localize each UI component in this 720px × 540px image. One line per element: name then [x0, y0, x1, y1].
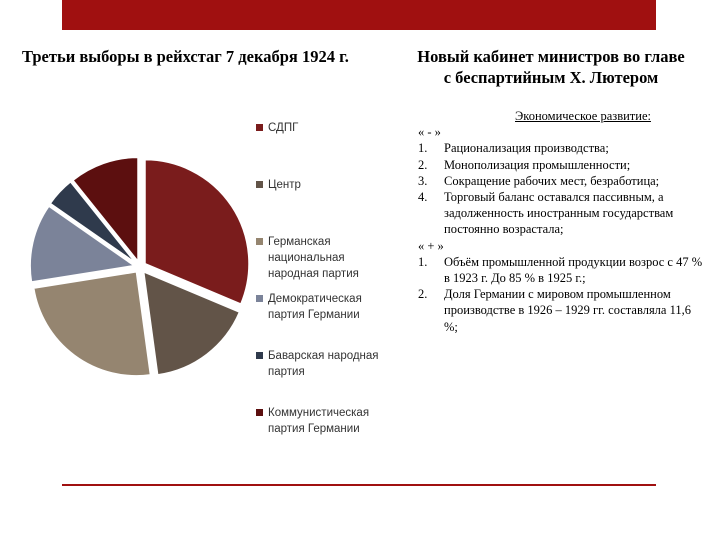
- econ-plus-item: 1. Объём промышленной продукции возрос с …: [418, 254, 708, 286]
- pie-slice-spd: [144, 158, 250, 306]
- pie-slice-bvp: [49, 180, 137, 264]
- legend-item-dnvp: Германская национальная народная партия: [256, 234, 396, 282]
- page-title-left: Третьи выборы в рейхстаг 7 декабря 1924 …: [22, 47, 349, 66]
- econ-item-text: Объём промышленной продукции возрос с 47…: [444, 254, 703, 286]
- legend-label: Баварская народная партия: [268, 350, 379, 378]
- election-pie-chart: [29, 156, 250, 377]
- econ-item-text: Доля Германии с мировом промышленном про…: [444, 287, 692, 334]
- legend-item-kpd: Коммунистическая партия Германии: [256, 405, 396, 437]
- econ-item-number: 1.: [418, 254, 428, 269]
- econ-minus-item: 1. Рационализация производства;: [418, 140, 708, 156]
- legend-item-spd: СДПГ: [256, 120, 396, 136]
- econ-minus-item: 2. Монополизация промышленности;: [418, 157, 708, 173]
- econ-item-number: 2.: [418, 287, 428, 302]
- legend-label: Германская национальная народная партия: [268, 236, 359, 280]
- econ-item-number: 2.: [418, 157, 428, 172]
- econ-item-number: 4.: [418, 190, 428, 205]
- econ-plus-marker: « + »: [418, 238, 444, 253]
- econ-item-number: 3.: [418, 173, 428, 188]
- econ-minus-item: 3. Сокращение рабочих мест, безработица;: [418, 173, 708, 189]
- page-title-right: Новый кабинет министров во главе с беспа…: [405, 46, 697, 88]
- pie-slice-center: [142, 270, 241, 376]
- legend-item-bvp: Баварская народная партия: [256, 348, 396, 380]
- econ-item-text: Рационализация производства;: [444, 141, 609, 156]
- top-accent-bar: [62, 0, 656, 30]
- legend-item-center: Центр: [256, 177, 396, 193]
- econ-item-number: 1.: [418, 141, 428, 156]
- bottom-divider: [62, 484, 656, 486]
- econ-plus-item: 2. Доля Германии с мировом промышленном п…: [418, 286, 708, 335]
- legend-swatch: [256, 352, 263, 359]
- econ-minus-marker: « - »: [418, 125, 441, 140]
- econ-heading: Экономическое развитие:: [515, 109, 651, 123]
- econ-item-text: Сокращение рабочих мест, безработица;: [444, 173, 660, 188]
- pie-slice-ddp: [29, 205, 137, 283]
- econ-item-text: Монополизация промышленности;: [444, 157, 631, 172]
- legend-label: СДПГ: [268, 122, 299, 134]
- legend-item-ddp: Демократическая партия Германии: [256, 291, 396, 323]
- legend-swatch: [256, 295, 263, 302]
- page-title-right-line1: Новый кабинет министров во главе: [417, 47, 685, 66]
- legend-label: Центр: [268, 179, 301, 191]
- econ-minus-item: 4. Торговый баланс оставался пассивным, а…: [418, 189, 708, 238]
- legend-swatch: [256, 181, 263, 188]
- legend-label: Коммунистическая партия Германии: [268, 407, 370, 435]
- legend-swatch: [256, 409, 263, 416]
- legend-label: Демократическая партия Германии: [268, 293, 362, 321]
- pie-slice-dnvp: [32, 270, 152, 377]
- legend-swatch: [256, 238, 263, 245]
- page-title-right-line2: с беспартийным Х. Лютером: [443, 68, 659, 87]
- econ-item-text: Торговый баланс оставался пассивным, а з…: [444, 190, 674, 237]
- legend-swatch: [256, 124, 263, 131]
- pie-slice-kpd: [71, 156, 139, 264]
- economic-development-block: Экономическое развитие: « - » 1. Рационал…: [418, 108, 708, 335]
